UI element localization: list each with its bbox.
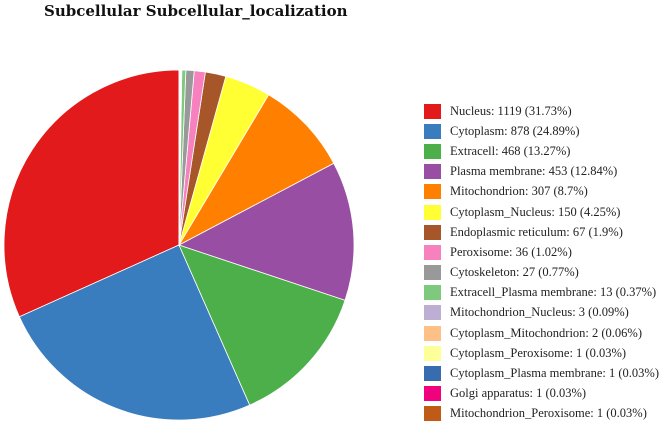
legend-swatch	[424, 164, 441, 180]
legend-label: Cytoskeleton: 27 (0.77%)	[450, 265, 579, 280]
legend-label: Mitochondrion_Peroxisome: 1 (0.03%)	[450, 406, 647, 421]
legend-item: Cytoplasm: 878 (24.89%)	[424, 121, 664, 141]
legend-label: Cytoplasm: 878 (24.89%)	[450, 123, 580, 138]
legend-label: Extracell: 468 (13.27%)	[450, 143, 571, 158]
legend-label: Mitochondrion_Nucleus: 3 (0.09%)	[450, 305, 629, 320]
legend-item: Mitochondrion_Peroxisome: 1 (0.03%)	[424, 404, 664, 424]
legend-swatch	[424, 184, 441, 200]
legend-item: Cytoskeleton: 27 (0.77%)	[424, 263, 664, 283]
legend-swatch	[424, 143, 441, 159]
chart-legend: Nucleus: 1119 (31.73%) Cytoplasm: 878 (24…	[424, 101, 664, 424]
legend-label: Nucleus: 1119 (31.73%)	[450, 103, 572, 118]
legend-swatch	[424, 265, 441, 281]
legend-item: Golgi apparatus: 1 (0.03%)	[424, 384, 664, 404]
legend-item: Cytoplasm_Peroxisome: 1 (0.03%)	[424, 343, 664, 363]
pie-slice-1	[18, 244, 251, 421]
chart-title: Subcellular Subcellular_localization	[44, 2, 348, 20]
legend-item: Extracell: 468 (13.27%)	[424, 141, 664, 161]
pie-slice-2	[178, 244, 346, 406]
legend-label: Mitochondrion: 307 (8.7%)	[450, 184, 588, 199]
legend-swatch	[424, 123, 441, 139]
legend-swatch	[424, 244, 441, 260]
legend-swatch	[424, 345, 441, 361]
legend-item: Nucleus: 1119 (31.73%)	[424, 101, 664, 121]
legend-label: Extracell_Plasma membrane: 13 (0.37%)	[450, 285, 657, 300]
pie-slice-3	[177, 162, 355, 301]
legend-swatch	[424, 305, 441, 321]
legend-item: Cytoplasm_Mitochondrion: 2 (0.06%)	[424, 323, 664, 343]
legend-label: Cytoplasm_Plasma membrane: 1 (0.03%)	[450, 366, 659, 381]
legend-label: Endoplasmic reticulum: 67 (1.9%)	[450, 224, 623, 239]
legend-swatch	[424, 366, 441, 382]
legend-label: Plasma membrane: 453 (12.84%)	[450, 164, 618, 179]
legend-item: Extracell_Plasma membrane: 13 (0.37%)	[424, 283, 664, 303]
legend-label: Cytoplasm_Nucleus: 150 (4.25%)	[450, 204, 621, 219]
pie-slice-0	[3, 69, 180, 318]
legend-item: Plasma membrane: 453 (12.84%)	[424, 162, 664, 182]
legend-swatch	[424, 103, 441, 119]
legend-item: Mitochondrion_Nucleus: 3 (0.09%)	[424, 303, 664, 323]
legend-item: Cytoplasm_Nucleus: 150 (4.25%)	[424, 202, 664, 222]
legend-swatch	[424, 285, 441, 301]
legend-swatch	[424, 224, 441, 240]
legend-item: Mitochondrion: 307 (8.7%)	[424, 182, 664, 202]
legend-label: Cytoplasm_Peroxisome: 1 (0.03%)	[450, 345, 627, 360]
legend-swatch	[424, 204, 441, 220]
legend-item: Endoplasmic reticulum: 67 (1.9%)	[424, 222, 664, 242]
legend-swatch	[424, 325, 441, 341]
legend-item: Peroxisome: 36 (1.02%)	[424, 242, 664, 262]
pie-slice-4	[177, 94, 335, 247]
pie-chart	[3, 69, 355, 421]
legend-swatch	[424, 386, 441, 402]
legend-item: Cytoplasm_Plasma membrane: 1 (0.03%)	[424, 363, 664, 383]
legend-label: Peroxisome: 36 (1.02%)	[450, 244, 572, 259]
legend-swatch	[424, 406, 441, 422]
legend-label: Golgi apparatus: 1 (0.03%)	[450, 386, 587, 401]
legend-label: Cytoplasm_Mitochondrion: 2 (0.06%)	[450, 325, 642, 340]
